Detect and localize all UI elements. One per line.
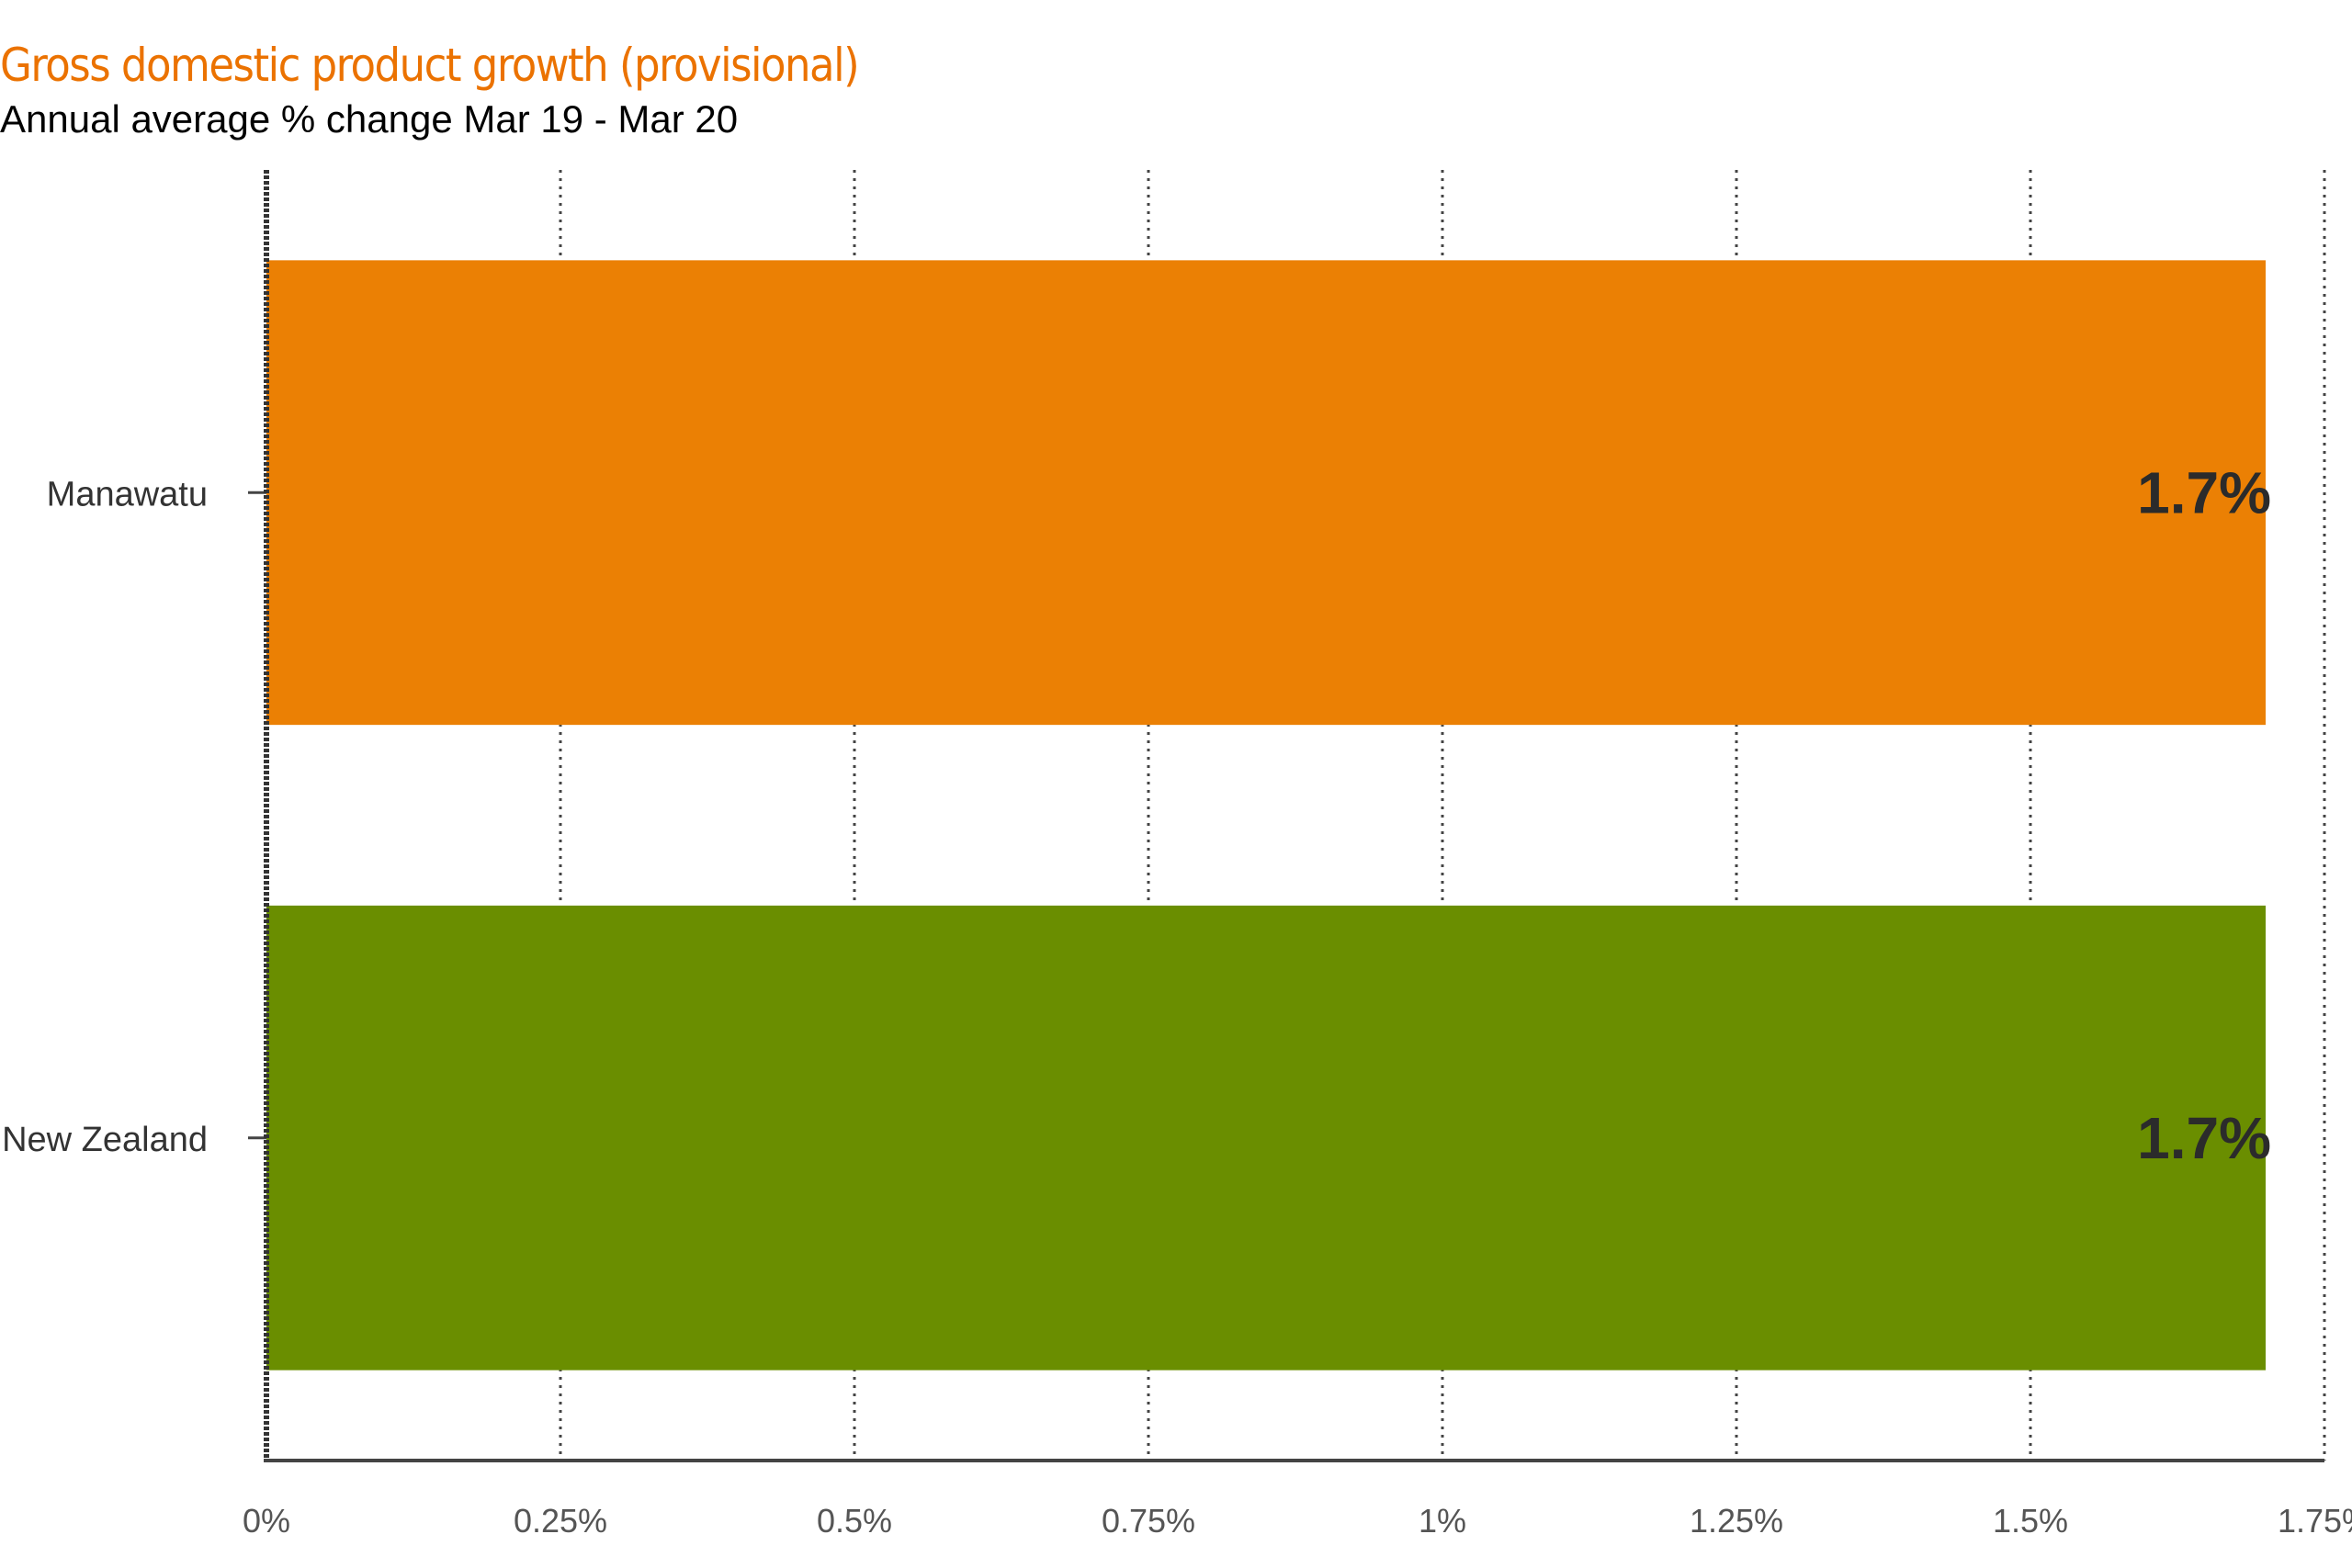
- value-label: 1.7%: [2137, 1105, 2271, 1171]
- x-tick-label: 0%: [243, 1502, 290, 1540]
- axes: [248, 170, 2324, 1462]
- category-label: Manawatu: [47, 475, 208, 513]
- bar-new-zealand: [266, 905, 2266, 1371]
- chart-subtitle: Annual average % change Mar 19 - Mar 20: [0, 97, 739, 141]
- x-tick-label: 0.5%: [817, 1502, 892, 1540]
- labels: 1.7% Manawatu 1.7% New Zealand 0% 0.25% 0.5% 0.…: [2, 459, 2352, 1540]
- bar-manawatu: [266, 260, 2266, 726]
- x-tick-label: 0.75%: [1102, 1502, 1195, 1540]
- category-label: New Zealand: [2, 1121, 208, 1159]
- x-tick-label: 1%: [1419, 1502, 1466, 1540]
- bars: [266, 260, 2266, 1371]
- x-tick-label: 1.5%: [1993, 1502, 2068, 1540]
- x-tick-label: 0.25%: [514, 1502, 607, 1540]
- x-tick-label: 1.75%: [2278, 1502, 2352, 1540]
- chart-title: Gross domestic product growth (provision…: [0, 39, 860, 92]
- value-label: 1.7%: [2137, 459, 2271, 525]
- x-tick-label: 1.25%: [1690, 1502, 1783, 1540]
